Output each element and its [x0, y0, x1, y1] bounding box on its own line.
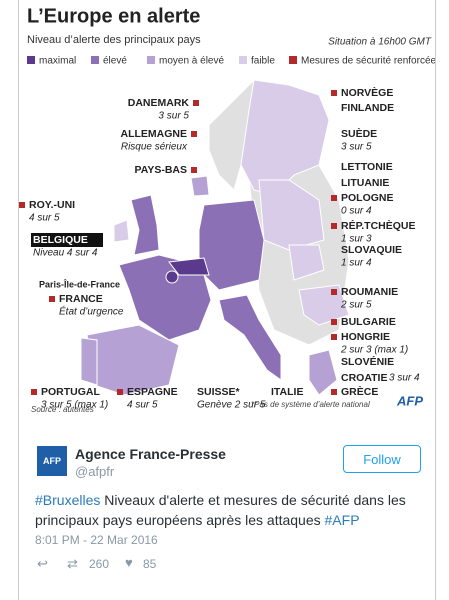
- footnote: *Pas de système d’alerte national: [251, 400, 370, 409]
- country-name: GRÈCE: [341, 385, 378, 398]
- country-name: CROATIE: [341, 372, 387, 384]
- country-name: HONGRIE: [341, 331, 390, 343]
- security-marker: [31, 389, 37, 395]
- country-name: SLOVAQUIE: [341, 244, 402, 256]
- security-marker: [331, 319, 337, 325]
- hashtag[interactable]: #AFP: [324, 512, 360, 528]
- follow-text: Follow: [363, 451, 401, 467]
- legend-swatch: [289, 56, 297, 64]
- country-name: SLOVÉNIE: [341, 355, 394, 368]
- handle[interactable]: @afpfr: [75, 464, 115, 479]
- country-name: FRANCE: [59, 293, 103, 305]
- alert-level: 3 sur 5 (max 1): [41, 400, 108, 411]
- country-name: LETTONIE: [341, 161, 393, 173]
- alert-level: 0 sur 4: [341, 206, 372, 217]
- alert-level: Risque sérieux: [121, 142, 188, 153]
- map-shapes: [80, 78, 350, 396]
- legend: maximal élevé moyen à élevé faible Mesures d…: [27, 56, 435, 67]
- legend-swatch: [147, 56, 155, 64]
- country-name: BELGIQUE: [33, 234, 88, 246]
- legend-label: Mesures de sécurité renforcées: [301, 56, 435, 67]
- retweet-count: 260: [89, 557, 110, 571]
- alert-level: 3 sur 4: [389, 373, 420, 384]
- alert-level: 1 sur 3: [341, 234, 372, 245]
- security-marker: [191, 131, 197, 137]
- alert-level: 4 sur 5: [29, 213, 60, 224]
- security-marker: [331, 389, 337, 395]
- alert-level: 3 sur 5: [158, 111, 189, 122]
- alert-level: Niveau 4 sur 4: [33, 248, 98, 259]
- security-marker: [19, 202, 25, 208]
- legend-swatch: [27, 56, 35, 64]
- country-name: SUISSE*: [197, 386, 241, 398]
- alert-level: 4 sur 5: [127, 400, 158, 411]
- follow-button[interactable]: Follow: [343, 445, 421, 473]
- avatar-text: AFP: [43, 456, 61, 466]
- afp-logo: AFP: [396, 393, 423, 408]
- legend-label: maximal: [39, 56, 76, 67]
- tweet-card: L’Europe en alerte Niveau d’alerte des p…: [18, 0, 436, 600]
- alert-level: 1 sur 4: [341, 258, 372, 269]
- title: L’Europe en alerte: [27, 5, 200, 27]
- country-name: POLOGNE: [341, 192, 394, 204]
- alert-level: 3 sur 5: [341, 142, 372, 153]
- country-name: BULGARIE: [341, 316, 396, 328]
- country-name: ESPAGNE: [127, 386, 178, 398]
- security-marker: [117, 389, 123, 395]
- country-name: NORVÈGE: [341, 86, 393, 99]
- country-name: DANEMARK: [128, 97, 190, 109]
- situation: Situation à 16h00 GMT: [328, 37, 432, 48]
- source: Source : autorités: [31, 405, 94, 414]
- alert-level: Genève 2 sur 5: [197, 400, 266, 411]
- security-marker: [331, 90, 337, 96]
- country-name: ROUMANIE: [341, 286, 398, 298]
- security-marker: [331, 334, 337, 340]
- legend-swatch: [91, 56, 99, 64]
- account-name[interactable]: Agence France-Presse: [75, 446, 226, 462]
- security-marker: [49, 296, 55, 302]
- country-name: RÉP.TCHÈQUE: [341, 219, 416, 232]
- label-box: [31, 233, 103, 247]
- security-marker: [331, 223, 337, 229]
- country-name: ITALIE: [271, 386, 303, 398]
- alert-level: État d’urgence: [59, 305, 124, 318]
- country-name: PORTUGAL: [41, 386, 101, 398]
- infographic: L’Europe en alerte Niveau d’alerte des p…: [19, 0, 435, 432]
- legend-label: faible: [251, 56, 275, 67]
- country-name: FINLANDE: [341, 102, 394, 114]
- country-labels: DANEMARK 3 sur 5 ALLEMAGNE Risque sérieux PA…: [19, 86, 420, 411]
- text: Niveaux d'alerte et mesures de sécurité …: [35, 492, 406, 528]
- country-name: Paris-Île-de-France: [39, 278, 120, 289]
- security-marker: [331, 289, 337, 295]
- tweet-text: #Bruxelles Niveaux d'alerte et mesures d…: [35, 490, 425, 530]
- legend-label: moyen à élevé: [159, 56, 224, 67]
- timestamp[interactable]: 8:01 PM - 22 Mar 2016: [35, 533, 158, 547]
- retweet-icon[interactable]: ⇄: [67, 556, 78, 571]
- country-name: PAYS-BAS: [134, 164, 187, 176]
- country-name: ALLEMAGNE: [121, 128, 188, 140]
- country-name: ROY.-UNI: [29, 199, 75, 211]
- like-icon[interactable]: ♥: [125, 555, 133, 570]
- country-name: SUÈDE: [341, 127, 377, 140]
- hashtag[interactable]: #Bruxelles: [35, 492, 101, 508]
- reply-icon[interactable]: ↩: [37, 556, 48, 571]
- alert-level: 2 sur 3 (max 1): [340, 345, 408, 356]
- subtitle: Niveau d’alerte des principaux pays: [27, 34, 201, 46]
- security-marker: [193, 100, 199, 106]
- alert-level: 2 sur 5: [340, 300, 372, 311]
- security-marker: [331, 195, 337, 201]
- legend-swatch: [239, 56, 247, 64]
- avatar[interactable]: AFP: [37, 446, 67, 476]
- legend-label: élevé: [103, 56, 127, 67]
- security-marker: [191, 167, 197, 173]
- like-count: 85: [143, 557, 157, 571]
- country-name: LITUANIE: [341, 177, 389, 189]
